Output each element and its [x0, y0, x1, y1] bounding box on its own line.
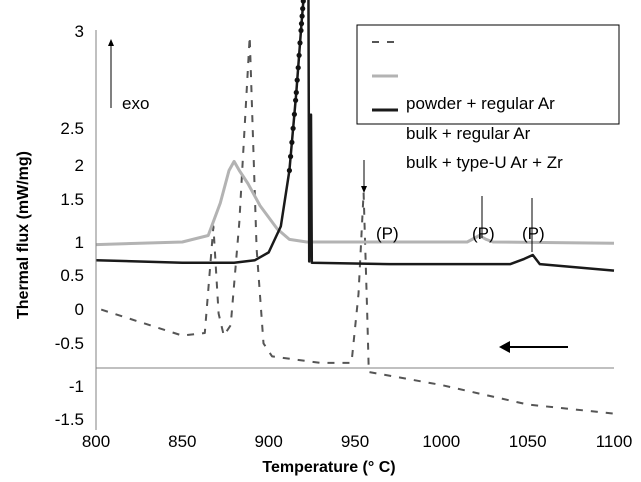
peak-marker-1-head: [361, 186, 367, 193]
legend-box: [356, 24, 620, 125]
series-marker: [300, 0, 306, 4]
x-axis-title: Temperature (° C): [262, 459, 395, 476]
y-tick-label: -1: [69, 377, 84, 396]
x-tick-label: 1050: [509, 432, 547, 451]
series-marker: [293, 89, 299, 96]
series-marker: [291, 111, 297, 117]
series-marker: [286, 167, 292, 174]
x-tick-label: 950: [341, 432, 369, 451]
y-tick-label: 1: [75, 233, 84, 252]
y-tick-label: 2.5: [60, 119, 84, 138]
y-tick-label: -0.5: [55, 334, 84, 353]
series-line-3: [95, 0, 615, 272]
direction-arrow-head: [499, 341, 510, 353]
y-tick-label: 3: [75, 22, 84, 41]
x-tick-label: 900: [254, 432, 282, 451]
y-tick-labels: 3 2.5 2 1.5 1 0.5 0 -0.5 -1 -1.5: [55, 22, 84, 429]
series-marker: [300, 6, 306, 12]
series-marker: [299, 13, 305, 19]
series-marker: [289, 139, 295, 145]
series-line-2: [95, 159, 615, 247]
series-marker: [298, 27, 304, 34]
peak-markers: (P) (P) (P): [361, 160, 545, 252]
series-marker: [294, 77, 300, 83]
y-axis-title: Thermal flux (mW/mg): [15, 151, 32, 319]
peak-label-3: (P): [522, 224, 545, 243]
series-marker: [295, 65, 301, 71]
legend-entry-2: bulk + regular Ar: [406, 124, 531, 143]
series-marker: [290, 125, 296, 131]
exo-label: exo: [122, 94, 149, 113]
series-marker: [297, 40, 303, 46]
y-tick-label: 1.5: [60, 190, 84, 209]
series-layer: [95, 0, 615, 415]
peak-label-2: (P): [472, 224, 495, 243]
exo-arrow-head: [108, 39, 114, 46]
y-tick-label: -1.5: [55, 410, 84, 429]
x-tick-label: 850: [168, 432, 196, 451]
series-marker: [288, 153, 294, 160]
legend-entry-3: bulk + type-U Ar + Zr: [406, 153, 563, 172]
x-tick-label: 800: [82, 432, 110, 451]
peak-label-1: (P): [376, 224, 399, 243]
x-tick-label: 1000: [422, 432, 460, 451]
series-marker: [298, 21, 305, 27]
x-tick-label: 1100: [596, 432, 633, 451]
legend-entry-1: powder + regular Ar: [406, 94, 555, 113]
direction-arrow: [499, 341, 568, 353]
series-marker: [293, 97, 299, 103]
y-tick-label: 0.5: [60, 266, 84, 285]
y-tick-label: 2: [75, 156, 84, 175]
series-line-1: [100, 35, 615, 415]
exo-indicator: exo: [108, 39, 149, 113]
legend: powder + regular Ar bulk + regular Ar bu…: [356, 24, 620, 172]
y-tick-label: 0: [75, 300, 84, 319]
x-tick-labels: 800 850 900 950 1000 1050 1100: [82, 432, 632, 451]
series-marker: [296, 52, 302, 58]
